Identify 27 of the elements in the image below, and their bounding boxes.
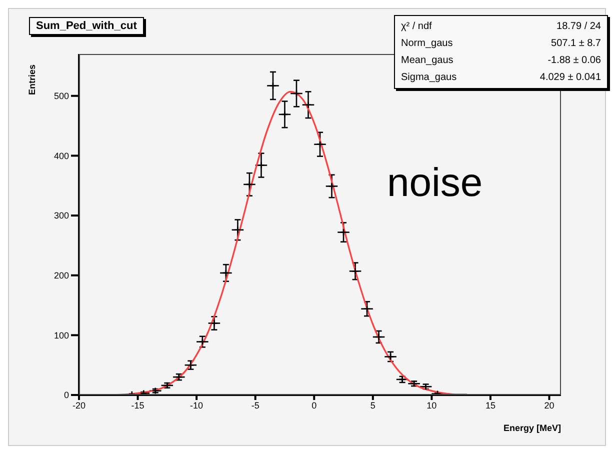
x-tick-label: -5 [251, 400, 260, 410]
y-tick-label: 400 [54, 150, 69, 161]
y-tick-label: 300 [54, 210, 69, 221]
annotation: 4.029 ± 0.041 [540, 71, 601, 85]
x-axis-title: Energy [MeV] [503, 423, 561, 433]
x-tick-label: 5 [370, 400, 376, 410]
annotation: Sigma_gaus [401, 71, 457, 85]
y-tick-label: 100 [54, 330, 69, 340]
y-tick-label: 200 [54, 270, 69, 281]
annotation: noise [387, 161, 483, 206]
x-tick-label: -20 [72, 400, 86, 410]
text: χ² / ndf [401, 20, 432, 34]
x-tick-label: 0 [312, 400, 317, 410]
text: Norm_gaus [401, 37, 453, 51]
x-tick-label: -15 [131, 400, 144, 410]
annotation: -1.88 ± 0.06 [548, 54, 601, 68]
x-tick-label: 15 [485, 400, 496, 410]
x-tick-label: 10 [426, 400, 437, 410]
text: 18.79 / 24 [556, 20, 601, 34]
x-tick-label: -10 [190, 400, 204, 410]
text: 507.1 ± 8.7 [551, 37, 601, 51]
y-tick-label: 500 [54, 91, 69, 102]
y-axis-title: Entries [27, 64, 37, 95]
y-tick-label: 0 [64, 390, 69, 400]
chart-title: Sum_Ped_with_cut [29, 17, 144, 35]
annotation: Mean_gaus [401, 54, 454, 68]
x-tick-label: 20 [544, 400, 554, 410]
